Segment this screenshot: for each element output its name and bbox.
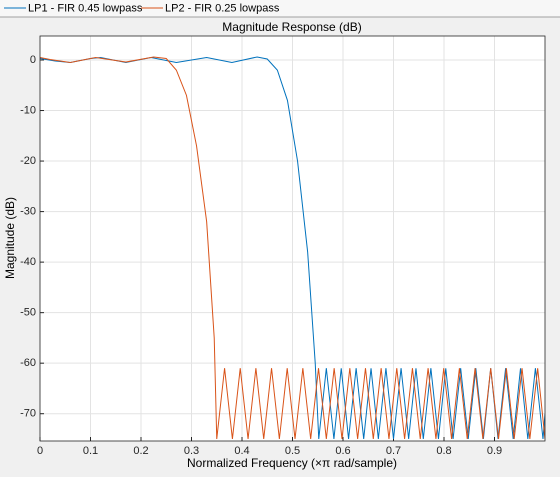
legend-bar	[0, 0, 560, 17]
x-tick-label: 0.8	[436, 445, 451, 457]
y-tick-label: -30	[20, 205, 36, 217]
x-tick-label: 0.1	[83, 445, 98, 457]
y-tick-label: -40	[20, 256, 36, 268]
legend-label: LP2 - FIR 0.25 lowpass	[165, 2, 280, 14]
y-tick-label: -70	[20, 408, 36, 420]
x-axis-label: Normalized Frequency (×π rad/sample)	[187, 456, 397, 470]
x-tick-label: 0.6	[335, 445, 350, 457]
y-tick-label: -50	[20, 307, 36, 319]
x-tick-label: 0.9	[487, 445, 502, 457]
chart-title: Magnitude Response (dB)	[222, 20, 361, 34]
x-tick-label: 0.3	[184, 445, 199, 457]
x-tick-label: 0.2	[133, 445, 148, 457]
x-tick-label: 0.4	[234, 445, 249, 457]
y-tick-label: 0	[30, 54, 36, 66]
x-tick-label: 0	[37, 445, 43, 457]
x-tick-label: 0.5	[285, 445, 300, 457]
series-line	[40, 56, 545, 440]
y-tick-label: -60	[20, 357, 36, 369]
y-axis-label: Magnitude (dB)	[3, 197, 17, 279]
plot-lines	[40, 56, 545, 440]
x-tick-label: 0.7	[386, 445, 401, 457]
axes-box	[39, 35, 546, 442]
y-tick-label: -10	[20, 104, 36, 116]
legend-label: LP1 - FIR 0.45 lowpass	[28, 2, 143, 14]
y-tick-label: -20	[20, 155, 36, 167]
